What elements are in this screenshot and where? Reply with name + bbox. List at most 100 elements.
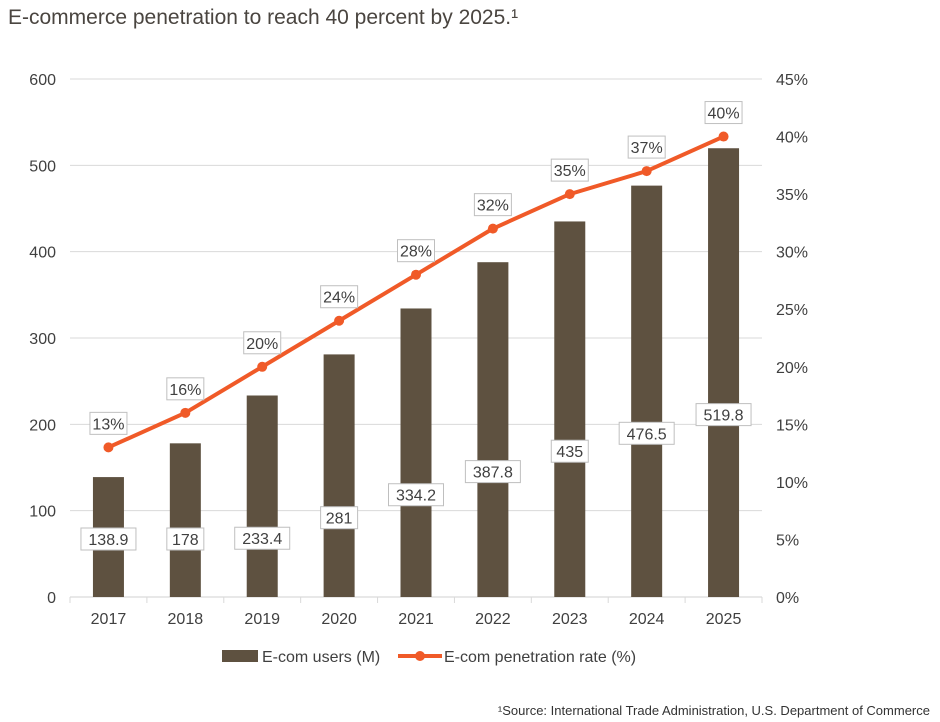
line-value-label: 28% — [397, 239, 435, 263]
line-point — [411, 269, 421, 280]
line-point — [564, 189, 575, 200]
data-label-box — [243, 331, 282, 355]
data-label-box — [89, 411, 128, 435]
data-label-text: 435 — [556, 444, 583, 461]
y-right-tick-label: 0% — [776, 590, 799, 607]
bar-value-label: 233.4 — [234, 526, 291, 550]
y-left-tick-label: 200 — [29, 417, 56, 434]
data-label-box — [464, 460, 521, 484]
source-footnote: ¹Source: International Trade Administrat… — [497, 703, 930, 718]
x-tick-label: 2018 — [168, 611, 204, 628]
bar-value-label: 281 — [320, 506, 359, 530]
bar — [169, 443, 201, 597]
data-label-text: 138.9 — [88, 532, 128, 549]
y-left-tick-label: 100 — [29, 504, 56, 521]
data-label-box — [704, 101, 743, 125]
line-point — [487, 223, 498, 234]
line-point — [257, 361, 268, 372]
data-label-box — [473, 193, 512, 217]
data-label-text: 24% — [323, 290, 355, 307]
bar — [246, 395, 278, 597]
data-label-box — [234, 526, 291, 550]
line-point — [641, 166, 652, 177]
x-tick-label: 2024 — [629, 611, 665, 628]
data-label-box — [397, 239, 435, 263]
y-right-tick-label: 20% — [776, 360, 808, 377]
data-label-box — [550, 158, 589, 182]
data-label-text: 233.4 — [242, 531, 282, 548]
y-right-tick-label: 10% — [776, 475, 808, 492]
x-tick-label: 2023 — [552, 611, 588, 628]
y-left-tick-label: 600 — [29, 72, 56, 89]
line-point — [103, 442, 114, 453]
data-label-box — [388, 483, 444, 507]
y-left-tick-label: 500 — [29, 158, 56, 175]
data-label-box — [166, 527, 205, 551]
x-tick-label: 2019 — [244, 611, 280, 628]
data-label-box — [627, 135, 666, 159]
data-label-text: 13% — [92, 416, 124, 433]
x-tick-label: 2021 — [398, 611, 434, 628]
legend-bar-label: E-com users (M) — [262, 649, 380, 666]
bar-value-label: 519.8 — [695, 403, 752, 427]
x-tick-label: 2020 — [321, 611, 357, 628]
data-label-text: 37% — [631, 140, 663, 157]
data-label-text: 281 — [326, 511, 353, 528]
bar-value-label: 178 — [166, 527, 205, 551]
line-value-label: 40% — [704, 101, 743, 125]
legend: E-com users (M) E-com penetration rate (%… — [222, 649, 636, 666]
line-value-label: 20% — [243, 331, 282, 355]
data-label-text: 28% — [400, 244, 432, 261]
data-label-box — [618, 421, 675, 445]
y-right-tick-label: 5% — [776, 532, 799, 549]
line-series — [103, 131, 729, 453]
data-label-text: 20% — [246, 336, 278, 353]
bar — [400, 308, 432, 597]
legend-line-marker — [415, 651, 425, 661]
data-label-text: 387.8 — [473, 465, 513, 482]
y-right-tick-label: 35% — [776, 187, 808, 204]
x-tick-label: 2017 — [91, 611, 127, 628]
axes: 0 100 200 300 400 500 600 0% 5% 10% 15% 20% 25% 30% 35… — [29, 72, 808, 628]
data-label-text: 334.2 — [396, 488, 436, 505]
legend-bar-swatch — [222, 650, 258, 662]
bar-series — [92, 148, 740, 598]
data-label-box — [695, 403, 752, 427]
bar-value-label: 334.2 — [388, 483, 444, 507]
x-tick-label: 2022 — [475, 611, 511, 628]
line-value-label: 24% — [320, 285, 359, 309]
y-right-tick-label: 45% — [776, 72, 808, 89]
bar-value-label: 435 — [550, 439, 589, 463]
line-value-label: 13% — [89, 411, 128, 435]
data-label-text: 35% — [554, 163, 586, 180]
line-point — [718, 131, 729, 142]
y-left-tick-label: 0 — [47, 590, 56, 607]
data-label-text: 519.8 — [704, 408, 744, 425]
data-label-text: 16% — [169, 382, 201, 399]
bar — [477, 262, 509, 597]
data-label-box — [320, 506, 359, 530]
y-right-tick-label: 15% — [776, 417, 808, 434]
line-value-label: 16% — [166, 377, 205, 401]
data-label-box — [80, 527, 137, 551]
bar — [631, 185, 663, 597]
data-label-text: 40% — [708, 106, 740, 123]
data-label-box — [550, 439, 589, 463]
data-label-box — [166, 377, 205, 401]
y-right-tick-label: 25% — [776, 302, 808, 319]
y-right-tick-label: 30% — [776, 245, 808, 262]
line-value-label: 35% — [550, 158, 589, 182]
y-left-tick-label: 300 — [29, 331, 56, 348]
data-label-box — [320, 285, 359, 309]
data-label-text: 476.5 — [627, 426, 667, 443]
bar-value-label: 138.9 — [80, 527, 137, 551]
data-label-text: 32% — [477, 198, 509, 215]
line-point — [334, 315, 345, 326]
combo-chart: 0 100 200 300 400 500 600 0% 5% 10% 15% 20% 25% 30% 35… — [29, 72, 808, 666]
bar-value-label: 476.5 — [618, 421, 675, 445]
data-label-text: 178 — [172, 532, 199, 549]
line-point — [180, 407, 191, 418]
bar — [708, 148, 740, 598]
bar-value-label: 387.8 — [464, 460, 521, 484]
data-labels: 138.9 178 233.4 281 334.2 387.8 435 476.5 519.8 1… — [80, 101, 752, 551]
